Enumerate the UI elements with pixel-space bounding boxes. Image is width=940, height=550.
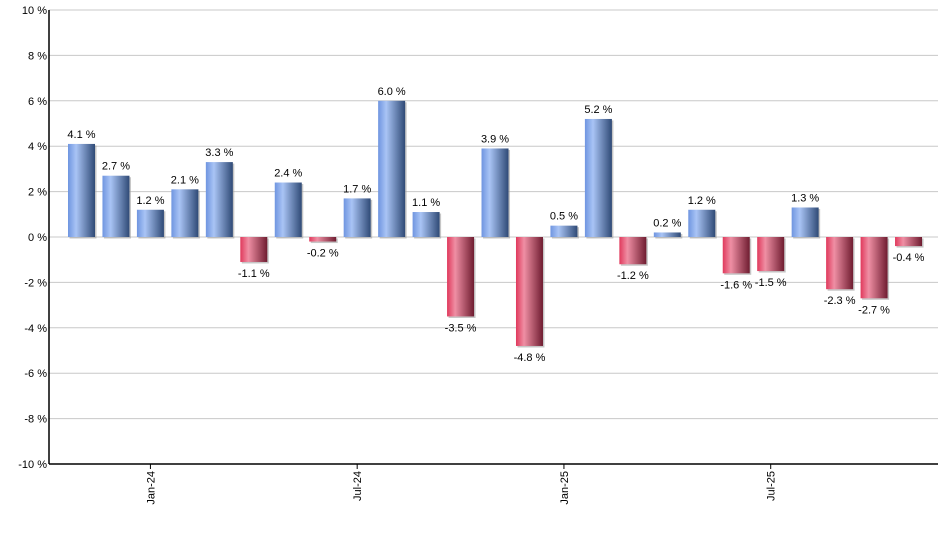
y-tick-label: -2 %: [24, 277, 47, 289]
bar-value-label: 2.7 %: [102, 161, 130, 173]
bar-value-label: -0.2 %: [307, 248, 339, 260]
bar-Sep-24: [412, 212, 440, 237]
bar-value-label: 6.0 %: [378, 86, 406, 98]
bar-Jan-25: [550, 225, 578, 237]
bar-value-label: 2.4 %: [274, 168, 302, 180]
y-tick-label: -10 %: [18, 459, 47, 471]
bar-value-label: 4.1 %: [67, 129, 95, 141]
bar-value-label: -3.5 %: [445, 322, 477, 334]
bar-Jan-24: [136, 209, 164, 237]
bar-value-label: -4.8 %: [514, 352, 546, 364]
bar-Mar-25: [619, 237, 647, 265]
bar-value-label: 1.3 %: [791, 192, 819, 204]
bar-value-label: 0.2 %: [653, 217, 681, 229]
bar-value-label: 5.2 %: [584, 104, 612, 116]
axes: [48, 10, 938, 465]
x-tick-label: Jul-24: [352, 471, 364, 501]
x-tick-label: Jul-25: [766, 471, 778, 501]
bar-Feb-25: [584, 118, 612, 237]
bar-value-label: -2.3 %: [824, 295, 856, 307]
y-tick-label: 6 %: [28, 96, 47, 108]
bar-Jul-25: [757, 237, 785, 272]
bar-value-label: 1.2 %: [136, 195, 164, 207]
bar-Oct-24: [447, 237, 475, 317]
y-axis-ticks: 10 % 8 % 6 % 4 % 2 % 0 % -2 % -4 % -6 % -8 % -10 %: [18, 5, 47, 471]
bar-value-label: 1.2 %: [688, 195, 716, 207]
bar-Jun-24: [309, 237, 337, 242]
bar-Jun-25: [722, 237, 750, 274]
x-axis-ticks: Jan-24 Jul-24 Jan-25 Jul-25: [145, 464, 778, 505]
bar-value-label: 2.1 %: [171, 174, 199, 186]
y-tick-label: 4 %: [28, 141, 47, 153]
bar-value-label: -1.1 %: [238, 268, 270, 280]
bar-Aug-25: [791, 207, 819, 237]
y-tick-label: 8 %: [28, 50, 47, 62]
y-tick-label: -8 %: [24, 414, 47, 426]
y-tick-label: 2 %: [28, 187, 47, 199]
bar-value-label: 1.1 %: [412, 197, 440, 209]
x-tick-label: Jan-25: [559, 471, 571, 505]
bar-Apr-24: [240, 237, 268, 262]
bar-value-label: 0.5 %: [550, 211, 578, 223]
bar-Nov-24: [481, 148, 509, 237]
bar-Feb-24: [171, 189, 199, 237]
bar-May-25: [688, 209, 716, 237]
bar-value-label: 1.7 %: [343, 183, 371, 195]
bar-value-label: -1.6 %: [720, 279, 752, 291]
y-tick-label: -6 %: [24, 368, 47, 380]
x-tick-label: Jan-24: [145, 471, 157, 505]
bar-value-label: -1.2 %: [617, 270, 649, 282]
bars: [68, 100, 924, 348]
bar-value-label: -1.5 %: [755, 277, 787, 289]
bar-Oct-25: [860, 237, 888, 299]
bar-May-24: [274, 182, 302, 237]
bar-Aug-24: [378, 100, 406, 237]
y-tick-label: 0 %: [28, 232, 47, 244]
bar-value-label: -2.7 %: [858, 304, 890, 316]
bar-Apr-25: [653, 232, 681, 237]
bar-Sep-25: [826, 237, 854, 290]
y-tick-label: 10 %: [22, 5, 47, 17]
bar-value-label: 3.9 %: [481, 133, 509, 145]
bar-value-label: 3.3 %: [205, 147, 233, 159]
bar-value-labels: 4.1 % 2.7 % 1.2 % 2.1 % 3.3 % -1.1 % 2.4 % -0.2…: [67, 86, 924, 364]
bar-value-label: -0.4 %: [893, 252, 925, 264]
bar-Mar-24: [205, 162, 233, 237]
y-tick-label: -4 %: [24, 323, 47, 335]
bar-Dec-23: [102, 175, 130, 237]
bar-Jul-24: [343, 198, 371, 237]
bar-Nov-25: [895, 237, 923, 247]
bar-Nov-23: [68, 143, 95, 237]
bar-Dec-24: [515, 237, 543, 346]
